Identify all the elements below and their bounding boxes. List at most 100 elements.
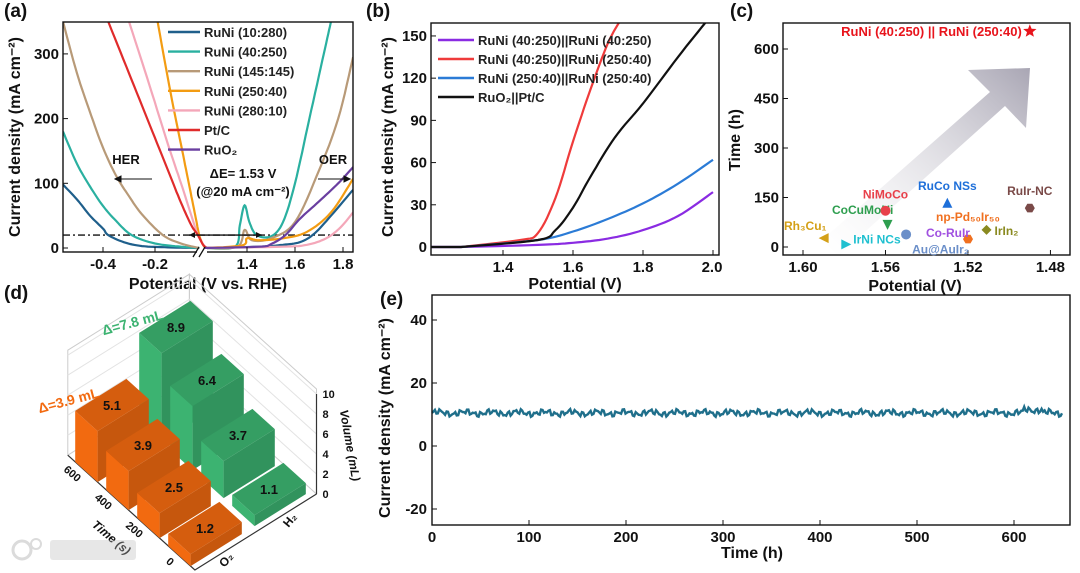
bar-value-label: 1.1 bbox=[260, 482, 278, 497]
xtick-label: 1.4 bbox=[237, 256, 259, 273]
axis-break-icon bbox=[192, 246, 206, 258]
ytick-label: 60 bbox=[410, 155, 427, 172]
xtick-label: 1.4 bbox=[493, 259, 515, 276]
bar-top-face bbox=[106, 418, 180, 472]
marker-triangle-right bbox=[841, 239, 852, 250]
panel-a-her-oer-polarization: 0 100 200 300 -0.4 -0.2 1.4 1.6 1.8 Potential (V … bbox=[7, 21, 354, 293]
xtick-label: 400 bbox=[807, 529, 832, 546]
marker-star bbox=[1023, 24, 1037, 37]
legend-label: RuNi (280:10) bbox=[204, 103, 287, 118]
her-arrow-icon bbox=[113, 175, 152, 183]
xtick-label: 600 bbox=[1001, 529, 1026, 546]
plot-area-a bbox=[63, 22, 353, 250]
bar-left-face bbox=[106, 450, 129, 511]
curve-1 bbox=[431, 23, 621, 249]
bar-top-face bbox=[168, 501, 242, 555]
oer-arrow-icon bbox=[318, 175, 352, 183]
bar-left-face bbox=[75, 410, 98, 483]
panel-c-stability-comparison: 0 150 300 450 600 1.60 1.56 1.52 1.48 Potential (… bbox=[727, 22, 1071, 295]
bar-value-label: 2.5 bbox=[165, 480, 183, 495]
bar-left-face bbox=[137, 492, 160, 539]
marker-triangle-left bbox=[818, 233, 829, 244]
z-tick-label: 6 bbox=[323, 429, 329, 441]
ytick-label: 30 bbox=[410, 197, 427, 214]
plot-frame-e bbox=[431, 294, 1071, 526]
z-tick-label: 8 bbox=[323, 409, 329, 421]
oer-curve-3 bbox=[204, 178, 353, 250]
time-tick-label: 600 bbox=[61, 464, 83, 485]
bar-value-label: 6.4 bbox=[198, 373, 217, 388]
y-axis-title: Time (h) bbox=[727, 109, 744, 171]
bar-top-face bbox=[232, 462, 306, 516]
xtick-label: 1.56 bbox=[871, 259, 900, 276]
watermark-logo bbox=[11, 538, 136, 561]
plot-area-b bbox=[431, 23, 714, 249]
xtick-label: 300 bbox=[710, 529, 735, 546]
z-axis-title: Volume (mL) bbox=[337, 409, 363, 483]
xtick-label: -0.4 bbox=[90, 256, 117, 273]
legend-label: RuNi (40:250)||RuNi (250:40) bbox=[478, 52, 651, 67]
y-axis-title: Current density (mA cm⁻²) bbox=[7, 37, 24, 237]
legend-label: RuO₂ bbox=[204, 143, 237, 158]
point-label: Co-RuIr bbox=[926, 226, 970, 240]
curve-2 bbox=[431, 158, 714, 249]
bar-right-face bbox=[223, 429, 275, 499]
ytick-label: 100 bbox=[34, 175, 59, 192]
point-label: Rh₃Cu₁ bbox=[784, 219, 827, 233]
ytick-label: 0 bbox=[51, 240, 59, 257]
bar-value-label: 5.1 bbox=[103, 398, 121, 413]
point-label: RuCo NSs bbox=[918, 179, 977, 193]
her-curve-2 bbox=[63, 22, 200, 250]
bar-value-label: 1.2 bbox=[196, 521, 214, 536]
xtick-label: 1.48 bbox=[1036, 259, 1065, 276]
xtick-label: 200 bbox=[613, 529, 638, 546]
grid-line bbox=[67, 298, 317, 415]
bar-top-face bbox=[170, 353, 244, 407]
xtick-label: -0.2 bbox=[142, 256, 168, 273]
y-axis-title: Current density (mA cm⁻²) bbox=[377, 318, 394, 518]
time-tick-label: 200 bbox=[123, 520, 145, 541]
ytick-label: 20 bbox=[410, 375, 427, 392]
point-label: Au@AuIr₂ bbox=[912, 242, 969, 256]
her-curve-5 bbox=[107, 22, 208, 249]
oer-curve-4 bbox=[204, 211, 353, 250]
z-tick-label: 10 bbox=[323, 389, 335, 401]
her-curve-1 bbox=[63, 131, 200, 250]
ytick-label: 0 bbox=[771, 239, 779, 256]
legend-label: RuNi (10:280) bbox=[204, 25, 287, 40]
y-axis-title: Current density (mA cm⁻²) bbox=[380, 37, 397, 237]
x-axis-title: Potential (V) bbox=[868, 278, 961, 295]
ytick-label: 300 bbox=[34, 46, 59, 63]
gas-axis-label: H₂ bbox=[280, 510, 300, 530]
x-axis-title: Potential (V) bbox=[528, 276, 621, 293]
xtick-label: 0 bbox=[428, 529, 436, 546]
xtick-label: 1.6 bbox=[285, 256, 306, 273]
ytick-label: -20 bbox=[405, 501, 427, 518]
xtick-label: 1.52 bbox=[953, 259, 982, 276]
plot-frame-a bbox=[62, 21, 354, 253]
legend-label: Pt/C bbox=[204, 123, 231, 138]
z-tick-label: 2 bbox=[323, 469, 329, 481]
point-label: NiMoCo bbox=[863, 188, 908, 202]
z-tick-label: 4 bbox=[323, 449, 330, 461]
legend-label: RuNi (250:40)||RuNi (250:40) bbox=[478, 71, 651, 86]
xtick-label: 1.6 bbox=[563, 259, 584, 276]
grid-line bbox=[67, 278, 317, 395]
ytick-label: 200 bbox=[34, 111, 59, 128]
x-axis-title: Potential (V vs. RHE) bbox=[129, 276, 287, 293]
point-label: CoCuMoNi bbox=[832, 203, 893, 217]
plot-frame-c bbox=[782, 22, 1071, 256]
gas-axis-label: O₂ bbox=[216, 550, 236, 570]
marker-hexagon bbox=[963, 234, 973, 244]
xtick-label: 100 bbox=[516, 529, 541, 546]
bar-top-face bbox=[201, 408, 275, 462]
oer-curve-2 bbox=[205, 56, 353, 250]
x-axis-title: Time (h) bbox=[721, 545, 783, 562]
legend-label: RuNi (145:145) bbox=[204, 64, 294, 79]
bar-right-face bbox=[190, 522, 242, 567]
xtick-label: 1.8 bbox=[633, 259, 654, 276]
bar-value-label: 3.9 bbox=[134, 438, 152, 453]
marker-hexagon bbox=[1024, 203, 1035, 213]
legend-label: RuO₂||Pt/C bbox=[478, 90, 545, 105]
